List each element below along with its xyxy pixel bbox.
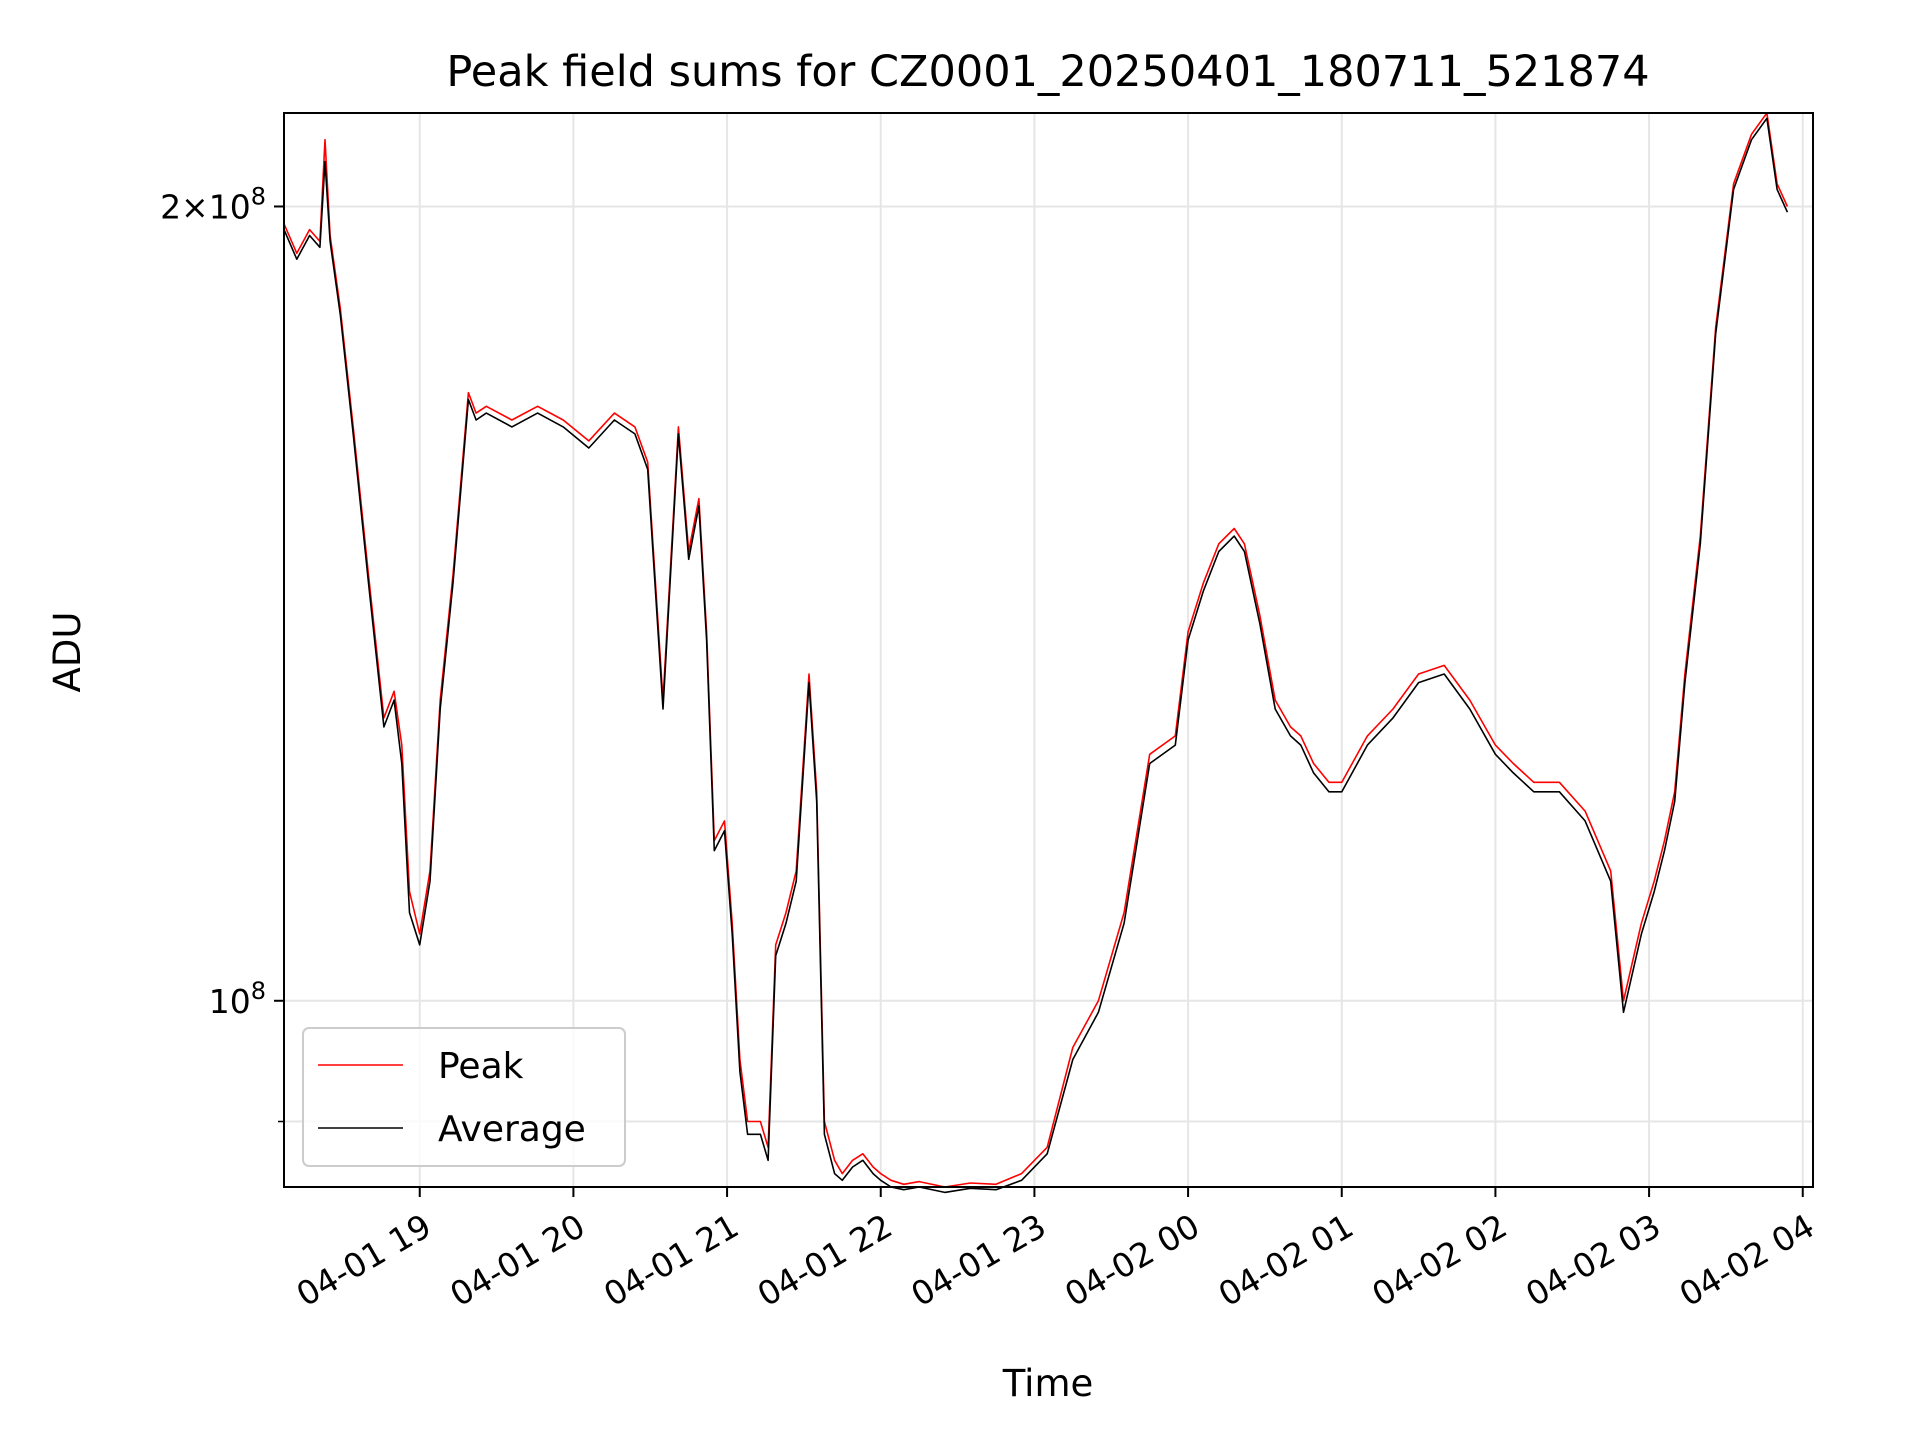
legend-box bbox=[302, 1027, 626, 1167]
legend-average-label: Average bbox=[438, 1109, 586, 1150]
plot-frame bbox=[283, 112, 1814, 1188]
chart-title: Peak field sums for CZ0001_20250401_1807… bbox=[446, 47, 1649, 97]
y-axis-label: ADU bbox=[46, 612, 89, 693]
y-tick-label: 2×108 bbox=[160, 182, 266, 226]
y-tick-label: 108 bbox=[209, 977, 266, 1021]
plot-lines bbox=[283, 112, 1789, 1194]
grid bbox=[284, 113, 1813, 1187]
x-axis-label: Time bbox=[1002, 1362, 1094, 1405]
legend-peak-label: Peak bbox=[438, 1046, 524, 1087]
y-ticks: 108 2×108 bbox=[160, 182, 284, 1123]
series-line-average bbox=[283, 117, 1789, 1194]
legend: Peak Average bbox=[302, 1027, 626, 1167]
